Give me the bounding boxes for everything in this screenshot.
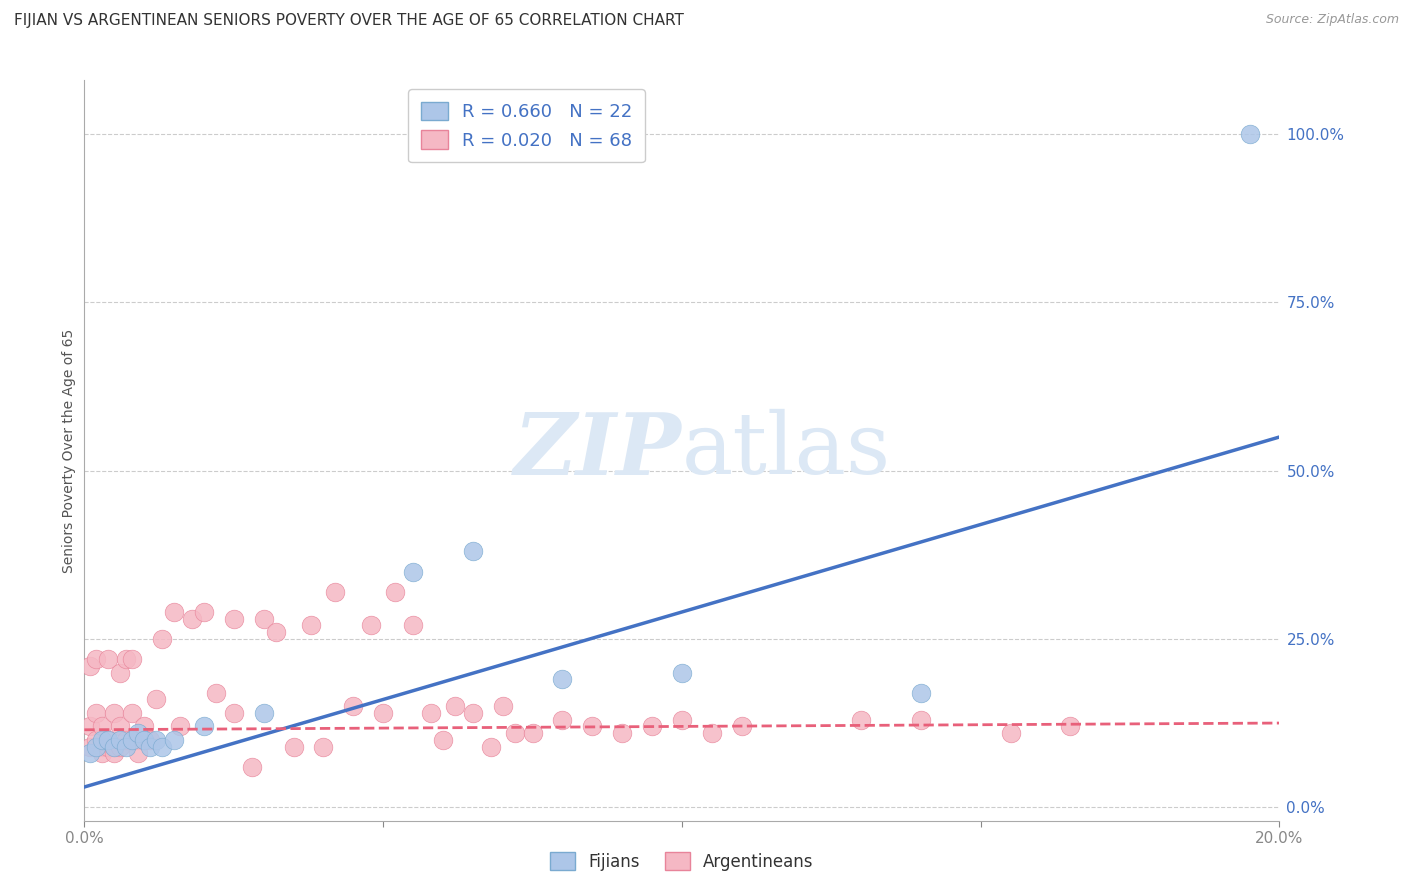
Point (492, 699, 515, 714)
Point (103, 739, 125, 754)
Point (610, 726, 633, 740)
Point (97, 732, 120, 747)
Point (420, 706, 443, 720)
Point (700, 726, 723, 740)
Point (103, 739, 125, 754)
Point (86, 652, 108, 666)
Point (522, 726, 544, 740)
Text: FIJIAN VS ARGENTINEAN SENIORS POVERTY OVER THE AGE OF 65 CORRELATION CHART: FIJIAN VS ARGENTINEAN SENIORS POVERTY OV… (14, 13, 683, 29)
Point (581, 719, 603, 733)
Point (384, 584, 406, 599)
Point (1000, 726, 1022, 740)
Point (205, 686, 228, 700)
Point (150, 632, 173, 646)
Point (671, 713, 693, 727)
Point (103, 706, 125, 720)
Point (731, 719, 754, 733)
Point (240, 760, 263, 774)
Text: Source: ZipAtlas.com: Source: ZipAtlas.com (1265, 13, 1399, 27)
Point (910, 713, 932, 727)
Point (163, 732, 186, 747)
Point (139, 732, 162, 747)
Point (1239, 127, 1261, 141)
Point (79, 747, 101, 761)
Point (91, 739, 114, 754)
Y-axis label: Seniors Poverty Over the Age of 65: Seniors Poverty Over the Age of 65 (62, 328, 76, 573)
Point (301, 618, 323, 632)
Point (110, 665, 132, 680)
Point (79, 719, 101, 733)
Point (264, 625, 287, 640)
Point (110, 739, 132, 754)
Point (91, 747, 114, 761)
Point (283, 739, 305, 754)
Point (402, 618, 425, 632)
Point (222, 612, 245, 626)
Point (132, 732, 156, 747)
Point (169, 719, 191, 733)
Point (342, 699, 364, 714)
Point (312, 739, 335, 754)
Point (127, 726, 149, 740)
Point (444, 699, 467, 714)
Point (139, 739, 162, 754)
Point (79, 739, 101, 754)
Point (127, 732, 149, 747)
Point (461, 706, 484, 720)
Point (121, 732, 143, 747)
Point (180, 612, 204, 626)
Point (115, 739, 138, 754)
Point (91, 719, 114, 733)
Point (132, 732, 156, 747)
Point (503, 726, 526, 740)
Point (121, 652, 143, 666)
Point (103, 747, 125, 761)
Point (193, 719, 215, 733)
Point (127, 747, 149, 761)
Point (371, 706, 394, 720)
Point (551, 673, 574, 687)
Point (132, 719, 156, 733)
Point (145, 732, 167, 747)
Point (551, 713, 574, 727)
Point (97, 732, 120, 747)
Point (86, 732, 108, 747)
Point (1059, 719, 1081, 733)
Point (253, 706, 276, 720)
Point (110, 732, 132, 747)
Point (849, 713, 872, 727)
Point (193, 605, 215, 619)
Point (110, 719, 132, 733)
Point (86, 706, 108, 720)
Legend: Fijians, Argentineans: Fijians, Argentineans (541, 844, 823, 879)
Point (222, 706, 245, 720)
Text: atlas: atlas (682, 409, 891, 492)
Point (402, 565, 425, 579)
Point (253, 612, 276, 626)
Point (432, 732, 454, 747)
Point (323, 584, 347, 599)
Point (115, 652, 138, 666)
Point (461, 544, 484, 558)
Point (910, 686, 932, 700)
Point (97, 739, 120, 754)
Point (671, 665, 693, 680)
Point (163, 605, 186, 619)
Point (145, 692, 167, 706)
Point (79, 658, 101, 673)
Point (115, 732, 138, 747)
Point (150, 739, 173, 754)
Point (97, 652, 120, 666)
Point (91, 732, 114, 747)
Point (479, 739, 502, 754)
Point (86, 739, 108, 754)
Point (121, 706, 143, 720)
Point (641, 719, 664, 733)
Text: ZIP: ZIP (515, 409, 682, 492)
Point (121, 732, 143, 747)
Point (360, 618, 382, 632)
